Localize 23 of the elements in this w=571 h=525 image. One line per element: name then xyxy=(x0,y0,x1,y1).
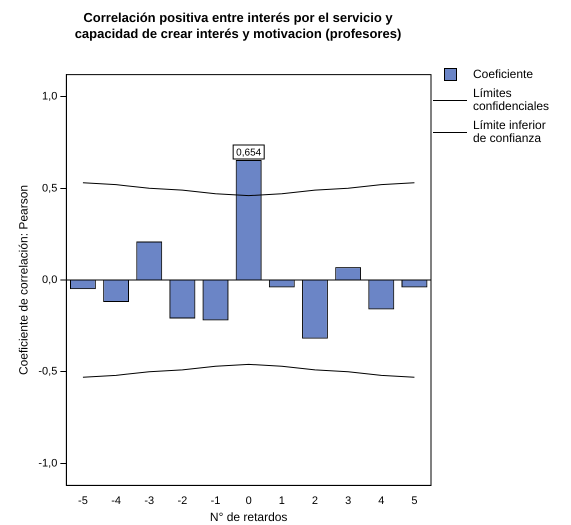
x-tick-label: -4 xyxy=(111,495,121,508)
x-tick-label: 3 xyxy=(345,495,352,508)
y-tick-label: -1,0 xyxy=(38,457,58,470)
x-tick-label: -1 xyxy=(210,495,220,508)
legend-label: Coeficiente xyxy=(473,67,534,81)
y-tick-label: 1,0 xyxy=(42,90,58,103)
x-tick-label: -5 xyxy=(78,495,88,508)
y-tick-label: -0,5 xyxy=(38,366,58,378)
y-tick-label: 0,5 xyxy=(42,182,58,194)
y-tick-label: 0,0 xyxy=(42,274,58,286)
x-tick-label: 1 xyxy=(278,495,285,508)
legend-label: Límite inferior de confianza xyxy=(473,118,547,145)
x-tick-label: -3 xyxy=(144,495,154,508)
data-label: 0,654 xyxy=(236,147,262,158)
chart-title: Correlación positiva entre interés por el servicio y capacidad de crear interés y motivacion (profesores) xyxy=(74,10,402,42)
legend-label: Límites confidenciales xyxy=(473,86,550,113)
x-tick-label: -2 xyxy=(177,495,188,508)
x-axis-title: N° de retardos xyxy=(210,510,288,524)
x-tick-label: 0 xyxy=(246,495,252,508)
y-axis-title: Coeficiente de correlación: Pearson xyxy=(16,184,31,376)
x-tick-label: 4 xyxy=(378,495,384,508)
x-tick-label: 2 xyxy=(312,495,318,508)
x-tick-label: 5 xyxy=(411,495,418,508)
